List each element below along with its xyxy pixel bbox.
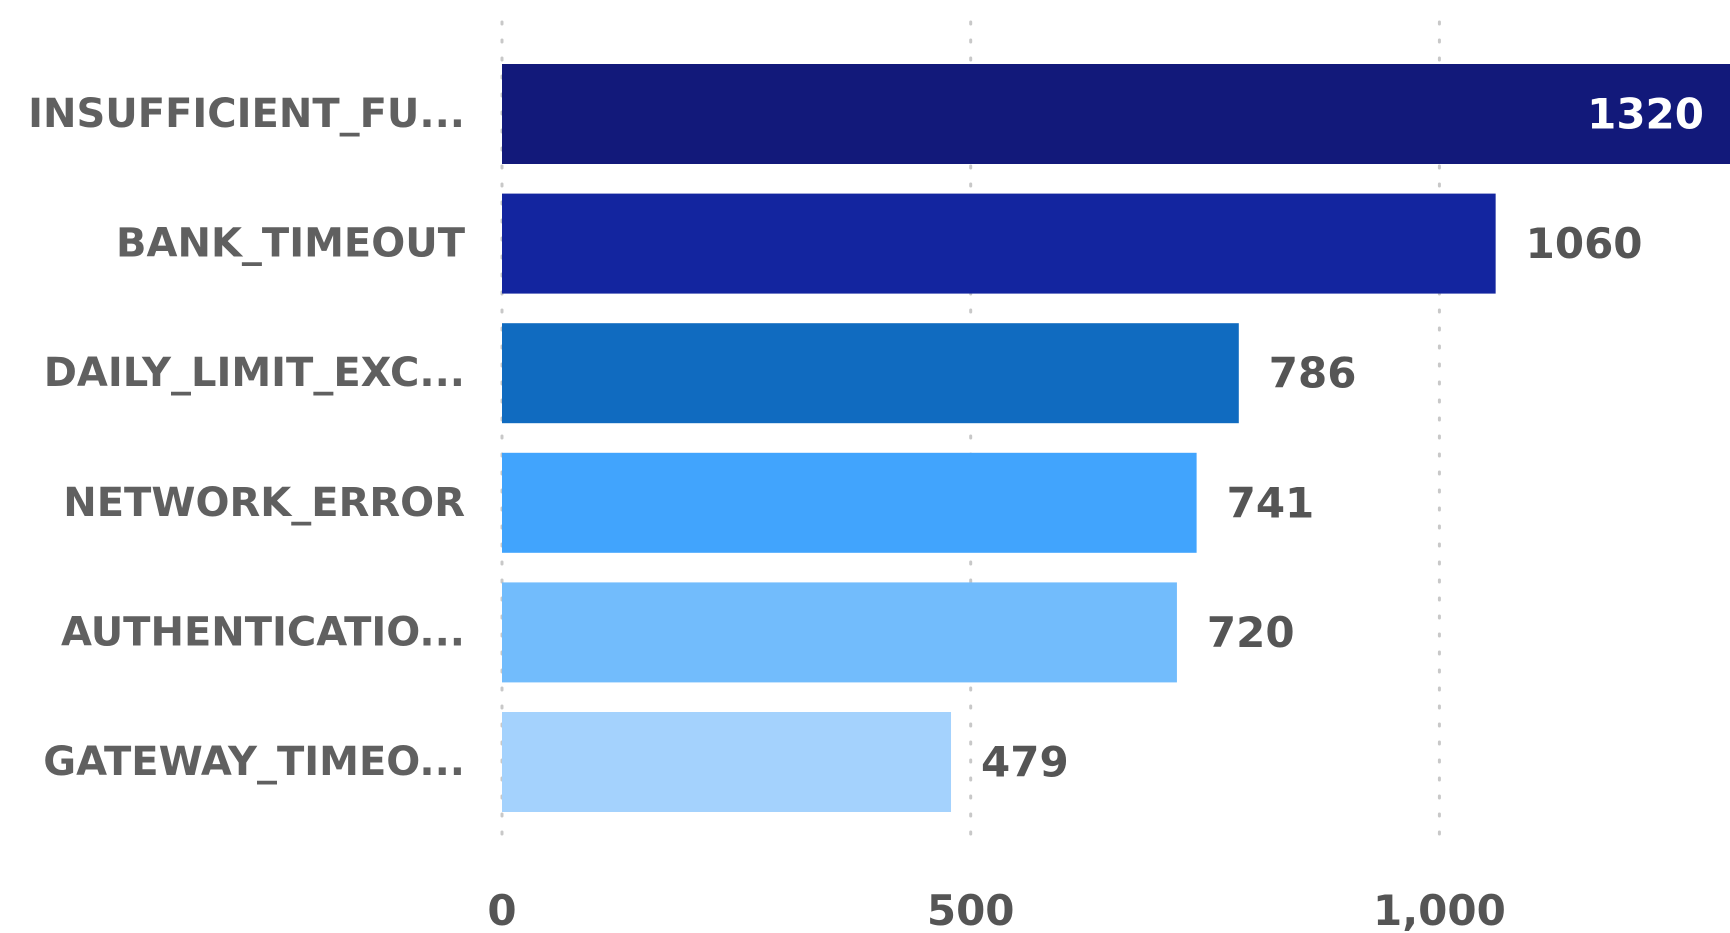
value-label-4: 720 — [1207, 608, 1295, 657]
gridlines — [500, 20, 1441, 852]
value-label-5: 479 — [981, 738, 1069, 787]
x-tick-label-1: 500 — [927, 886, 1015, 933]
x-tick-label-2: 1,000 — [1373, 886, 1506, 933]
bar-4[interactable] — [502, 582, 1177, 683]
bar-3[interactable] — [502, 452, 1197, 553]
bar-2[interactable] — [502, 323, 1239, 424]
category-label-0: INSUFFICIENT_FU... — [28, 91, 465, 137]
bar-0[interactable] — [502, 64, 1730, 164]
category-label-1: BANK_TIMEOUT — [116, 221, 466, 267]
bar-5[interactable] — [502, 712, 952, 812]
category-label-2: DAILY_LIMIT_EXC... — [44, 350, 465, 396]
value-label-1: 1060 — [1526, 219, 1643, 268]
bar-1[interactable] — [502, 193, 1496, 294]
category-label-5: GATEWAY_TIMEO... — [43, 739, 465, 785]
x-axis-tick-labels: 0 500 1,000 — [487, 886, 1505, 933]
bars — [502, 64, 1730, 812]
category-label-4: AUTHENTICATIO... — [61, 609, 465, 655]
category-label-3: NETWORK_ERROR — [63, 480, 465, 526]
category-labels: INSUFFICIENT_FU... BANK_TIMEOUT DAILY_LIMI… — [28, 91, 466, 785]
value-label-0: 1320 — [1587, 90, 1704, 139]
x-tick-label-0: 0 — [487, 886, 516, 933]
value-label-3: 741 — [1227, 478, 1315, 527]
value-labels: 1320 1060 786 741 720 479 — [981, 90, 1704, 787]
value-label-2: 786 — [1269, 349, 1357, 398]
